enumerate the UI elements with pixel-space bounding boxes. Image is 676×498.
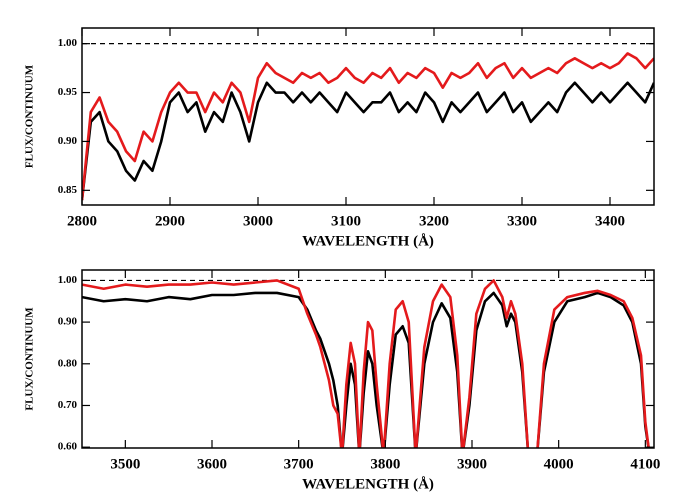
x-tick-label: 2800 (67, 213, 97, 229)
y-tick-label: 1.00 (58, 37, 78, 49)
x-tick-label: 3500 (110, 456, 140, 472)
x-tick-label: 3900 (457, 456, 487, 472)
x-axis-label: WAVELENGTH (Å) (302, 476, 434, 492)
spectrum-line (82, 279, 651, 448)
x-tick-label: 3300 (507, 213, 537, 229)
x-tick-label: 3100 (331, 213, 361, 229)
x-tick-label: 3200 (419, 213, 449, 229)
x-tick-label: 3400 (595, 213, 625, 229)
plot-frame (81, 269, 655, 449)
x-tick-label: 3800 (370, 456, 400, 472)
x-tick-label: 3700 (284, 456, 314, 472)
y-tick-label: 0.90 (58, 135, 78, 147)
plot-area (82, 43, 654, 201)
plot-frame (81, 27, 655, 206)
spectrum-line (82, 81, 654, 201)
y-axis-label: FLUX/CONTINUUM (24, 64, 36, 168)
y-tick-label: 0.90 (58, 316, 78, 328)
y-tick-label: 0.85 (58, 184, 78, 196)
y-tick-label: 0.60 (58, 441, 78, 453)
x-tick-label: 3600 (197, 456, 227, 472)
y-tick-label: 1.00 (58, 274, 78, 286)
spectrum-line (82, 52, 654, 201)
y-tick-label: 0.70 (58, 399, 78, 411)
x-tick-label: 2900 (155, 213, 185, 229)
spectrum-line (82, 291, 650, 448)
x-tick-label: 3000 (243, 213, 273, 229)
y-tick-label: 0.95 (58, 86, 78, 98)
plot-area (82, 279, 654, 448)
y-tick-label: 0.80 (58, 357, 78, 369)
x-tick-label: 4000 (544, 456, 574, 472)
x-axis-label: WAVELENGTH (Å) (302, 233, 434, 249)
x-tick-label: 4100 (630, 456, 660, 472)
y-axis-label: FLUX/CONTINUUM (24, 307, 36, 411)
